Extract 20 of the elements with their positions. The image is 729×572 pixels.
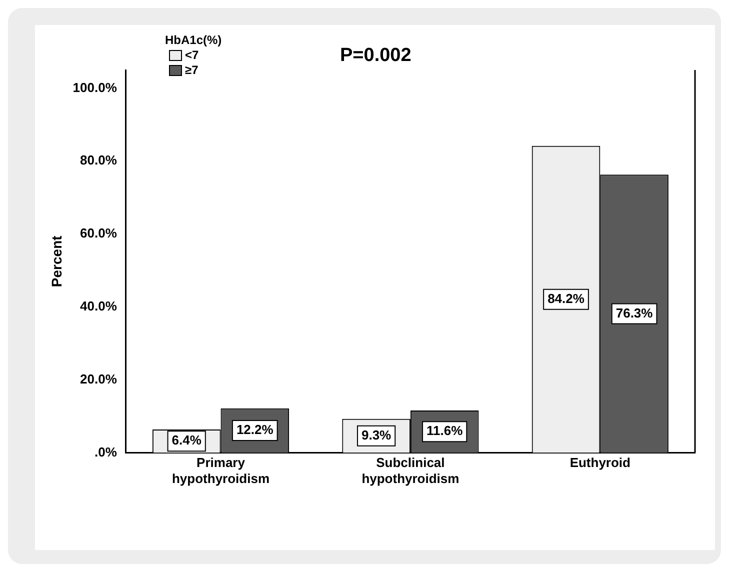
y-tick-label: .0% bbox=[94, 444, 118, 460]
data-label: 9.3% bbox=[361, 427, 392, 442]
y-axis-title: Percent bbox=[48, 235, 64, 288]
y-tick-label: 40.0% bbox=[80, 298, 118, 314]
data-label: 84.2% bbox=[548, 290, 585, 306]
y-tick-label: 100.0% bbox=[72, 80, 118, 95]
data-label: 11.6% bbox=[426, 423, 464, 438]
data-label: 6.4% bbox=[172, 432, 202, 448]
x-tick-label: Euthyroid bbox=[570, 455, 631, 470]
y-tick-label: 20.0% bbox=[80, 371, 118, 386]
legend-label: <7 bbox=[185, 48, 199, 63]
data-label: 12.2% bbox=[236, 422, 274, 438]
data-label: 76.3% bbox=[616, 305, 654, 320]
x-tick-label: Subclinical hypothyroidism bbox=[362, 455, 460, 486]
y-tick-label: 80.0% bbox=[80, 152, 118, 168]
x-tick-label: Primary hypothyroidism bbox=[172, 455, 270, 486]
text: P=0.002 bbox=[340, 45, 412, 67]
legend-label: ≥7 bbox=[185, 63, 198, 78]
legend-title: HbA1c(%) bbox=[165, 33, 222, 48]
y-tick-label: 60.0% bbox=[80, 226, 118, 241]
